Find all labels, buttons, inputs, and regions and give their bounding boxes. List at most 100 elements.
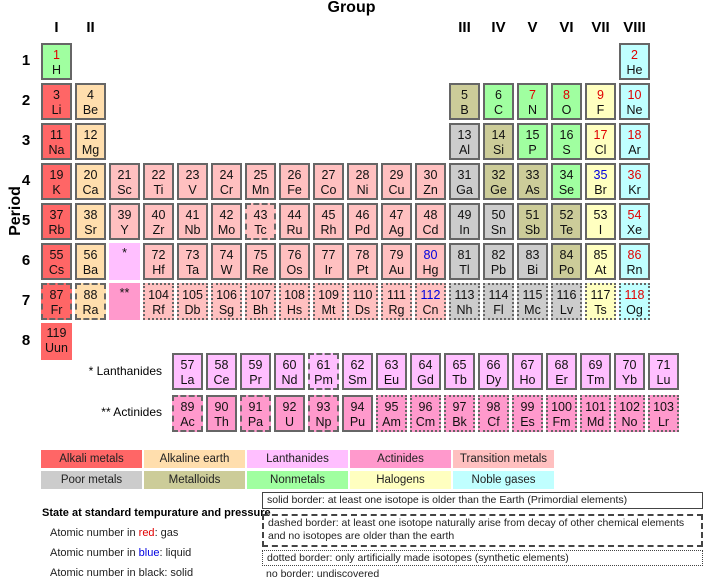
element-symbol: Sc (117, 183, 132, 197)
element-symbol: Bi (526, 263, 539, 277)
atomic-number: 32 (491, 168, 506, 182)
element-symbol: Au (388, 263, 405, 277)
element-symbol: Sb (524, 223, 541, 237)
element-symbol: Md (586, 415, 605, 429)
atomic-number: 35 (593, 168, 608, 182)
element-symbol: Cs (48, 263, 65, 277)
element-cell: 42 Mo (211, 203, 242, 240)
element-symbol: Mn (251, 183, 270, 197)
period-number: 5 (21, 212, 31, 229)
element-cell: 30 Zn (415, 163, 446, 200)
element-symbol: Si (492, 143, 505, 157)
element-symbol: Cm (415, 415, 436, 429)
state-color-word: red (138, 527, 155, 539)
element-symbol: Fl (493, 303, 504, 317)
atomic-number: 73 (185, 248, 200, 262)
element-cell: 40 Zr (143, 203, 174, 240)
atomic-number: 80 (423, 248, 438, 262)
element-cell: 12 Mg (75, 123, 106, 160)
series-placeholder-cell: ** (109, 283, 140, 320)
element-cell: 70 Yb (614, 353, 645, 390)
atomic-number: 106 (216, 288, 237, 302)
element-cell: 58 Ce (206, 353, 237, 390)
element-symbol: Ce (213, 373, 230, 387)
element-cell: 4 Be (75, 83, 106, 120)
element-cell: 97 Bk (444, 395, 475, 432)
element-symbol: Pb (490, 263, 507, 277)
atomic-number: 88 (83, 288, 98, 302)
atomic-number: 29 (389, 168, 404, 182)
element-symbol: Rn (626, 263, 643, 277)
element-cell: 80 Hg (415, 243, 446, 280)
legend-metalloid: Metalloids (144, 471, 245, 489)
element-cell: 32 Ge (483, 163, 514, 200)
atomic-number: * (122, 246, 127, 260)
element-symbol: Cr (219, 183, 234, 197)
element-cell: 39 Y (109, 203, 140, 240)
element-symbol: Eu (383, 373, 400, 387)
element-cell: 113 Nh (449, 283, 480, 320)
atomic-number: 95 (384, 400, 399, 414)
atomic-number: 59 (248, 358, 263, 372)
legend-dotted-border: dotted border: only artificially made is… (262, 550, 703, 566)
atomic-number: 8 (563, 88, 570, 102)
element-cell: 100 Fm (546, 395, 577, 432)
element-cell: 51 Sb (517, 203, 548, 240)
element-symbol: Db (184, 303, 201, 317)
element-cell: 92 U (274, 395, 305, 432)
element-symbol: Am (382, 415, 401, 429)
atomic-number: 57 (180, 358, 195, 372)
element-symbol: Tm (586, 373, 605, 387)
atomic-number: 31 (457, 168, 472, 182)
period-number: 3 (21, 132, 31, 149)
group-header: VII (591, 19, 610, 36)
atomic-number: 4 (87, 88, 94, 102)
element-symbol: Co (320, 183, 337, 197)
element-cell: 115 Mc (517, 283, 548, 320)
atomic-number: 84 (559, 248, 574, 262)
element-symbol: Hf (152, 263, 165, 277)
element-symbol: S (562, 143, 571, 157)
atomic-number: 28 (355, 168, 370, 182)
atomic-number: 86 (627, 248, 642, 262)
atomic-number: 55 (49, 248, 64, 262)
atomic-number: 61 (316, 358, 331, 372)
element-symbol: O (561, 103, 572, 117)
element-symbol: Fm (552, 415, 571, 429)
element-cell: 86 Rn (619, 243, 650, 280)
element-symbol: Ni (356, 183, 369, 197)
element-cell: 26 Fe (279, 163, 310, 200)
element-cell: 41 Nb (177, 203, 208, 240)
element-cell: 54 Xe (619, 203, 650, 240)
atomic-number: 53 (593, 208, 608, 222)
element-symbol: Ge (490, 183, 507, 197)
element-cell: 47 Ag (381, 203, 412, 240)
state-prefix: Atomic number in (50, 527, 139, 539)
element-symbol: Rh (320, 223, 337, 237)
element-cell: 69 Tm (580, 353, 611, 390)
element-symbol: Yb (621, 373, 638, 387)
state-legend-gas: Atomic number in red: gas (50, 527, 178, 539)
element-symbol: Bk (452, 415, 467, 429)
element-symbol: Ac (180, 415, 195, 429)
period-number: 6 (21, 252, 31, 269)
atomic-number: 1 (53, 48, 60, 62)
atomic-number: 7 (529, 88, 536, 102)
element-cell: 3 Li (41, 83, 72, 120)
element-symbol: Pa (247, 415, 264, 429)
element-cell: 60 Nd (274, 353, 305, 390)
element-symbol: Ca (82, 183, 99, 197)
element-symbol: No (621, 415, 638, 429)
element-symbol: Os (286, 263, 303, 277)
atomic-number: 69 (588, 358, 603, 372)
atomic-number: 30 (423, 168, 438, 182)
element-cell: 19 K (41, 163, 72, 200)
element-cell: 118 Og (619, 283, 650, 320)
atomic-number: 92 (282, 400, 297, 414)
atomic-number: 39 (117, 208, 132, 222)
element-cell: 46 Pd (347, 203, 378, 240)
element-symbol: Tl (459, 263, 470, 277)
element-cell: 24 Cr (211, 163, 242, 200)
element-symbol: V (188, 183, 197, 197)
